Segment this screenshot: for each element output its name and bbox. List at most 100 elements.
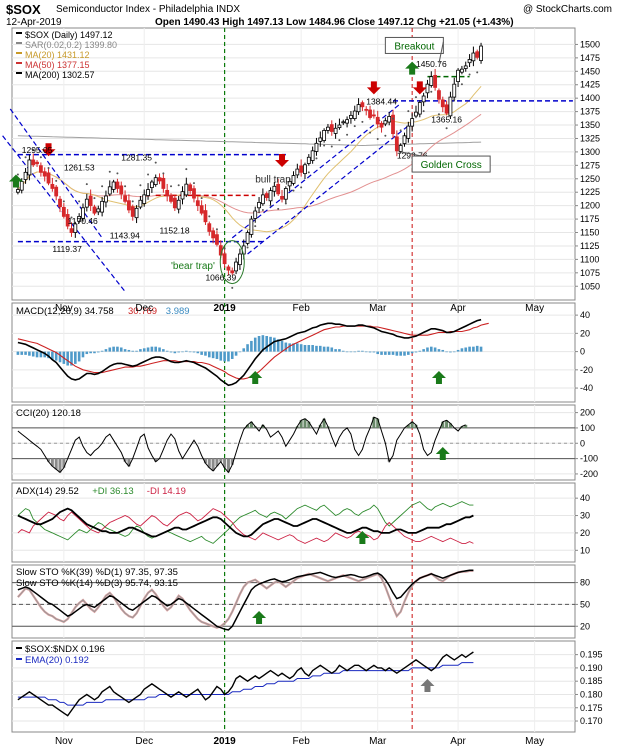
candle-body [295,168,300,176]
macd-histogram-bar [238,351,242,353]
macd-histogram-bar [123,349,127,352]
candle-body [391,114,395,135]
x-axis-label: 2019 [213,303,236,314]
y-tick-label: 0.185 [580,676,603,686]
macd-histogram-bar [403,351,406,356]
sar-dot [445,127,448,130]
macd-histogram-bar [257,335,261,352]
candle-body [176,199,181,210]
macd-histogram-bar [104,349,108,352]
macd-histogram-bar [89,351,92,354]
sell-arrow [275,153,290,167]
macd-histogram-bar [452,351,456,353]
sar-dot [70,216,73,219]
x-axis-label: Mar [369,736,387,747]
sar-dot [200,197,203,200]
buy-arrow [435,447,450,460]
macd-histogram-bar [177,351,180,353]
y-tick-label: 200 [580,408,595,418]
candle-body [153,177,158,185]
x-axis-label: Nov [55,736,73,747]
sar-dot [238,268,241,271]
sar-dot [369,131,372,134]
sar-dot [108,170,111,173]
candle-body [433,74,438,88]
legend-swatch [16,52,22,54]
macd-histogram-bar [70,351,73,366]
candle-body [92,206,97,214]
candle-body [130,206,135,217]
candle-body [283,188,288,200]
macd-histogram-bar [387,351,391,355]
macd-histogram-bar [139,349,142,352]
macd-legend: 3.989 [166,306,190,317]
macd-histogram-bar [284,342,288,352]
candle-body [364,108,369,111]
sar-dot [300,186,303,189]
candle-body [184,183,189,196]
sar-dot [215,228,218,231]
y-tick-label: 20 [580,621,590,631]
macd-histogram-bar [112,346,115,352]
macd-histogram-bar [28,351,31,356]
candle-body [234,261,238,272]
cci-overbought-fill [246,417,468,428]
candle-body [123,195,127,202]
buy-arrow [248,371,263,384]
candle-body [119,185,124,195]
buy-arrow [355,531,370,544]
breakout-label-box [384,36,444,54]
y-tick-label: 1325 [580,133,600,143]
candle-body [268,190,273,202]
candle-body [226,266,231,271]
macd-histogram-bar [131,350,135,352]
cci-line [17,416,466,474]
candle-body [402,135,407,144]
y-tick-label: 10 [580,545,590,555]
candle-body [199,205,204,214]
legend-entry: MA(200) 1302.57 [25,70,95,80]
price-annotation: 1143.94 [110,230,140,240]
golden-cross-label: Golden Cross [421,160,482,171]
trend-channel-line [9,108,103,239]
candle-body [329,124,334,132]
macd-histogram-bar [154,346,158,352]
candle-body [421,95,426,103]
candle-body [100,200,105,213]
ratio-line [17,651,474,717]
candle-body [169,194,173,202]
candle-body [326,126,330,131]
candle-body [54,186,59,197]
candle-body [149,181,154,188]
candle-body [115,181,120,189]
candle-body [310,150,315,161]
candle-body [368,109,372,118]
candle-body [475,51,480,58]
sar-dot [407,110,410,113]
candle-body [414,111,418,117]
x-axis-label: Mar [369,303,387,314]
candle-body [58,198,62,208]
macd-histogram-bar [211,351,215,359]
macd-histogram-bar [20,351,24,355]
sar-dot [223,247,226,250]
x-axis-label: 2019 [213,736,236,747]
candle-body [161,177,166,189]
sar-dot [246,246,249,249]
macd-histogram-bar [39,351,43,358]
macd-histogram-bar [116,346,119,352]
sar-dot [139,184,142,187]
candle-body [448,96,453,117]
candle-body [84,198,89,208]
sar-dot [55,179,58,182]
macd-histogram-bar [47,351,50,359]
candle-body [77,215,82,222]
candle-body [215,234,219,245]
candle-body [387,116,392,123]
macd-histogram-bar [219,351,223,361]
candle-body [276,183,281,195]
sar-dot [162,172,165,175]
candle-body [264,193,269,198]
macd-histogram-bar [341,350,345,352]
golden-cross-label-box [411,155,491,173]
